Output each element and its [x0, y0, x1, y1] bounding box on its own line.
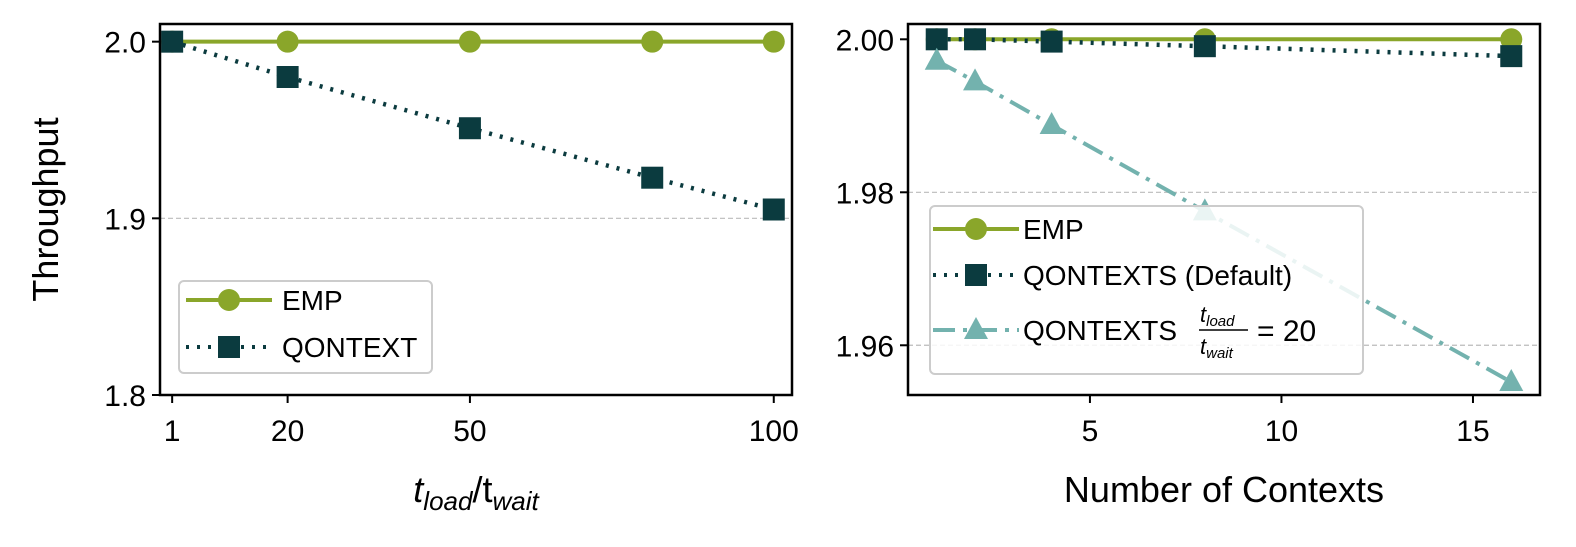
x-tick-label: 20 [271, 415, 304, 448]
legend-label: QONTEXTS (Default) [1023, 260, 1292, 291]
chart-panel-2: 5 10 15 1.96 1.98 2.00 Number of Contexts EMP QO… [836, 22, 1542, 510]
data-point [458, 117, 481, 140]
formula-rhs: = 20 [1257, 315, 1316, 348]
data-point [276, 66, 299, 88]
legend-label: QONTEXTS [1023, 315, 1177, 346]
y-axis-label: Throughput [25, 117, 66, 301]
data-point [641, 30, 664, 53]
series-line-2 [936, 37, 1512, 59]
y-tick-label: 1.9 [104, 203, 146, 236]
data-point [458, 30, 481, 53]
data-point [924, 47, 949, 70]
data-point [1193, 35, 1216, 58]
legend: EMP QONTEXTS (Default) QONTEXTS tload twait =… [929, 205, 1364, 375]
plot-frame [906, 22, 1542, 397]
data-point [762, 198, 785, 221]
legend-marker [218, 336, 240, 358]
data-point [161, 30, 184, 53]
data-point [964, 28, 987, 51]
x-tick-label: 1 [164, 415, 181, 448]
legend-box [178, 280, 433, 374]
legend-box [929, 205, 1364, 375]
legend-label: EMP [1023, 214, 1084, 245]
data-point [1040, 30, 1063, 53]
plot-frame [158, 22, 794, 397]
data-point [276, 30, 299, 53]
legend-label: QONTEXT [282, 332, 417, 363]
chart-panel-1: 1 20 50 100 1.8 1.9 2.0 Throughput tload/twait EM… [25, 22, 799, 516]
formula-denominator: twait [1200, 334, 1234, 362]
formula-numerator: tload [1200, 302, 1235, 330]
y-tick-label: 1.98 [836, 177, 894, 210]
y-tick-label: 2.0 [104, 27, 146, 60]
x-tick-label: 5 [1082, 415, 1099, 448]
x-tick-label: 10 [1265, 415, 1298, 448]
x-tick-label: 100 [749, 415, 799, 448]
data-point [762, 30, 785, 53]
legend-label: EMP [282, 285, 343, 316]
data-point [963, 68, 988, 91]
x-axis-label: tload/twait [413, 469, 540, 516]
x-tick-label: 50 [453, 415, 486, 448]
x-axis-label: Number of Contexts [1064, 469, 1384, 510]
y-tick-label: 1.8 [104, 380, 146, 413]
data-point [925, 28, 948, 51]
y-tick-label: 2.00 [836, 24, 894, 57]
data-point [1500, 45, 1523, 68]
legend-marker [218, 289, 240, 311]
data-point [1500, 28, 1523, 51]
legend-formula: tload twait = 20 [1199, 302, 1316, 362]
legend-marker [965, 218, 987, 240]
data-point [1039, 111, 1064, 134]
legend: EMP QONTEXT [178, 280, 433, 374]
data-point [641, 166, 664, 189]
legend-marker [965, 264, 987, 286]
x-tick-label: 15 [1456, 415, 1489, 448]
y-tick-label: 1.96 [836, 330, 894, 363]
data-point [1499, 368, 1524, 391]
legend-marker [964, 317, 988, 339]
